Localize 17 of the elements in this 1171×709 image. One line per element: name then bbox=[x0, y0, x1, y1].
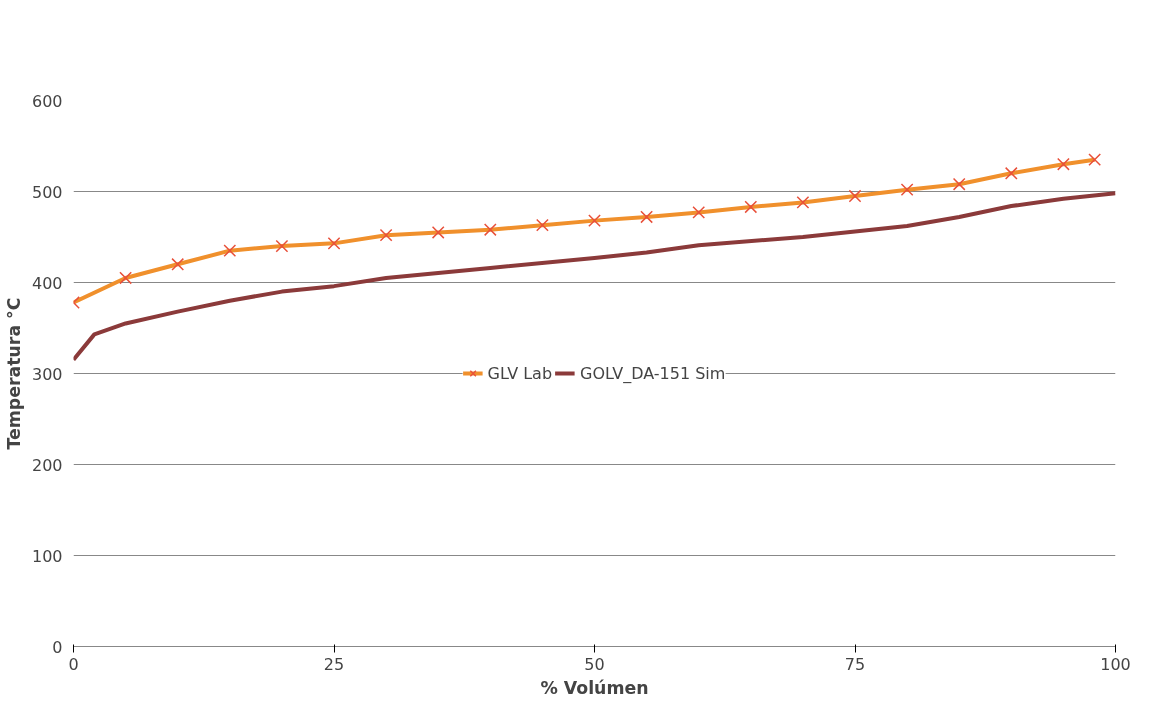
x-tick-label: 0 bbox=[68, 654, 79, 674]
y-tick-label: 100 bbox=[31, 546, 63, 566]
line-series bbox=[73, 191, 1116, 362]
x-tick-label: 50 bbox=[584, 654, 605, 674]
x-tick-label: 75 bbox=[844, 654, 866, 674]
y-tick-label: 300 bbox=[31, 364, 63, 384]
x-axis-title: % Volúmen bbox=[540, 677, 649, 698]
x-tick-label: 100 bbox=[1100, 654, 1131, 674]
y-tick-label: 600 bbox=[31, 91, 63, 111]
y-tick-label: 500 bbox=[31, 182, 63, 202]
x-tick-label: 25 bbox=[323, 654, 345, 674]
legend-label: GLV Lab bbox=[487, 363, 553, 383]
y-tick-label: 400 bbox=[31, 273, 63, 293]
y-axis-title: Temperatura °C bbox=[3, 297, 24, 450]
y-tick-label: 0 bbox=[52, 637, 63, 657]
legend-label: GOLV_DA-151 Sim bbox=[580, 363, 726, 383]
y-tick-label: 200 bbox=[31, 455, 63, 475]
